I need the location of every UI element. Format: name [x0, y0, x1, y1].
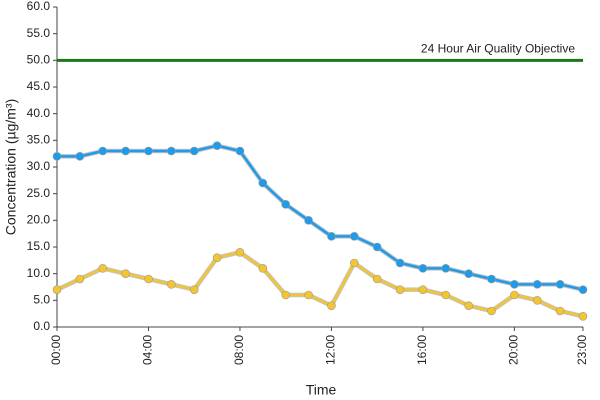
objective-label: 24 Hour Air Quality Objective [421, 42, 575, 56]
data-point [372, 274, 382, 284]
data-point [487, 274, 496, 284]
data-point [52, 152, 62, 161]
data-point [258, 178, 268, 188]
data-point [532, 296, 542, 305]
data-point [327, 232, 336, 241]
data-point [510, 280, 519, 289]
data-point [418, 285, 428, 294]
data-point [98, 146, 108, 156]
data-point [281, 290, 290, 300]
x-tick-label: 16:00 [415, 335, 429, 365]
data-point [144, 274, 153, 284]
data-point [350, 232, 359, 241]
data-point [304, 216, 313, 225]
data-point [75, 274, 85, 284]
data-point [75, 152, 85, 161]
y-tick-label: 45.0 [27, 79, 51, 93]
data-point [235, 146, 245, 156]
data-point [532, 280, 542, 289]
data-point [350, 258, 359, 268]
y-tick-label: 60.0 [27, 0, 51, 13]
x-tick-label: 00:00 [49, 335, 63, 365]
series-line [56, 250, 584, 318]
data-point [167, 146, 176, 156]
data-point [418, 264, 428, 273]
data-point [555, 306, 565, 316]
y-tick-label: 15.0 [27, 239, 51, 253]
x-tick-label: 20:00 [507, 335, 521, 365]
y-axis-title: Concentration (µg/m³) [3, 99, 19, 235]
data-point [281, 200, 290, 209]
data-point [555, 280, 565, 289]
data-point [395, 285, 405, 294]
x-axis-title: Time [306, 382, 337, 398]
data-point [121, 146, 130, 156]
data-point [212, 141, 222, 150]
data-point [189, 146, 199, 156]
data-point [144, 146, 153, 156]
data-point [464, 301, 473, 310]
series-line-outline [56, 249, 584, 319]
data-point [258, 264, 268, 273]
x-tick-label: 08:00 [232, 335, 246, 365]
y-tick-label: 40.0 [27, 106, 51, 120]
data-point [212, 253, 222, 262]
data-point [167, 280, 176, 289]
data-point [189, 285, 199, 294]
x-tick-label: 04:00 [141, 335, 155, 365]
data-point [441, 290, 451, 300]
data-point [121, 269, 130, 278]
data-point [235, 248, 245, 257]
data-point [98, 264, 108, 273]
y-tick-label: 35.0 [27, 133, 51, 147]
data-point [487, 306, 496, 316]
series-line-outline [57, 143, 584, 292]
data-point [52, 285, 62, 294]
data-point [441, 264, 451, 273]
x-tick-label: 12:00 [324, 335, 338, 365]
data-point [395, 258, 405, 268]
data-point [578, 312, 588, 321]
y-tick-label: 50.0 [27, 53, 51, 67]
data-point [578, 285, 588, 294]
y-tick-label: 10.0 [27, 266, 51, 280]
y-tick-label: 25.0 [27, 186, 51, 200]
data-point [510, 290, 519, 300]
x-tick-label: 23:00 [575, 335, 589, 365]
data-point [304, 290, 313, 300]
series-line [57, 144, 584, 291]
data-point [372, 242, 382, 252]
data-point [327, 301, 336, 310]
y-tick-label: 55.0 [27, 26, 51, 40]
data-point [464, 269, 473, 278]
y-tick-label: 30.0 [27, 159, 51, 173]
y-tick-label: 5.0 [33, 293, 50, 307]
y-tick-label: 20.0 [27, 213, 51, 227]
y-tick-label: 0.0 [33, 319, 50, 333]
